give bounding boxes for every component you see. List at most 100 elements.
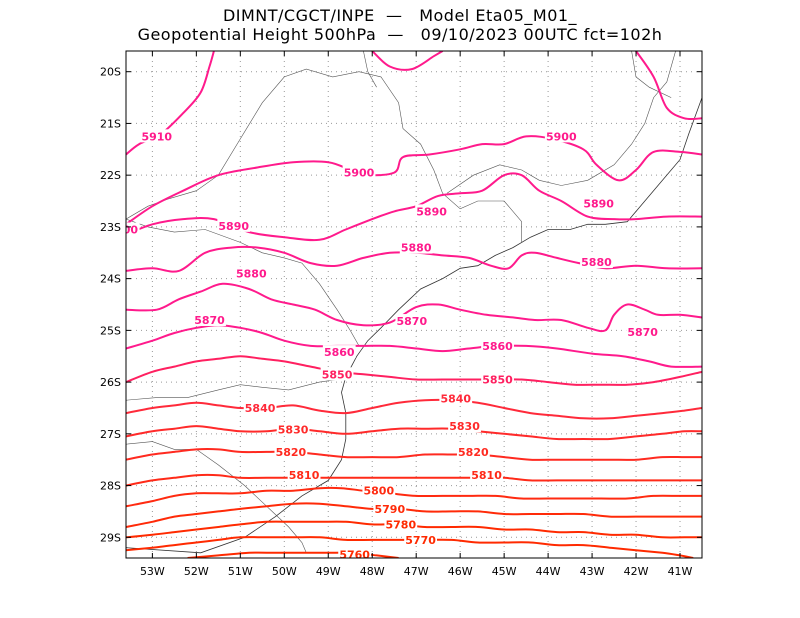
lon-label-42w: 42W	[624, 565, 649, 578]
contour-5900	[126, 135, 702, 226]
lat-label-24s: 24S	[100, 273, 121, 286]
contour-label-bg-5	[582, 196, 616, 210]
lat-label-28s: 28S	[100, 480, 121, 493]
contour-label-bg-8	[580, 255, 613, 269]
contour-5910c	[635, 51, 702, 121]
contour-label-bg-18	[276, 422, 310, 436]
contour-label-5780: 5780	[385, 518, 416, 531]
contour-label-5840: 5840	[440, 393, 471, 406]
lon-label-48w: 48W	[360, 565, 385, 578]
state-border-7	[363, 51, 377, 88]
lon-label-53w: 53W	[140, 565, 165, 578]
contour-layer	[126, 51, 702, 558]
contour-label-5900: 5900	[344, 167, 375, 180]
contour-label-bg-4	[415, 204, 448, 218]
lat-label-25s: 25S	[100, 324, 121, 337]
contour-label-5790: 5790	[375, 503, 406, 516]
lat-label-22s: 22S	[100, 169, 121, 182]
plot-frame	[125, 50, 703, 559]
contour-label-bg-0	[140, 129, 174, 143]
contour-label-bg-14	[320, 367, 354, 381]
axis-labels: 53W 52W 51W 50W 49W 48W 47W 46W 45W 44W 43W 42W 41W 2…	[100, 51, 702, 578]
lat-label-29s: 29S	[100, 531, 121, 544]
contour-label-bg-27	[404, 532, 437, 546]
contour-label-bg-10	[395, 314, 429, 328]
contour-label-00: 00	[123, 223, 139, 236]
state-border-1	[126, 68, 522, 243]
contour-label-5890: 5890	[218, 220, 249, 233]
contour-label-bg-25	[373, 501, 407, 515]
contour-label-5870: 5870	[194, 314, 225, 327]
state-border-3	[126, 379, 338, 401]
contour-label-bg-17	[439, 391, 473, 405]
contour-label-bg-29	[126, 222, 140, 236]
state-border-5	[446, 51, 676, 194]
contour-label-5870: 5870	[627, 326, 658, 339]
lat-label-27s: 27S	[100, 428, 121, 441]
contour-label-bg-7	[399, 240, 433, 254]
contour-label-5860: 5860	[482, 340, 513, 353]
lat-label-20s: 20S	[100, 66, 121, 79]
contour-5850	[126, 355, 702, 386]
contour-label-bg-1	[342, 165, 376, 179]
contour-label-5760: 5760	[339, 548, 370, 561]
map-title-line-2: Geopotential Height 500hPa — 09/10/2023 …	[137, 25, 663, 44]
contour-label-5840: 5840	[245, 402, 276, 415]
contour-label-bg-20	[274, 444, 308, 458]
contour-label-5910: 5910	[141, 130, 172, 143]
contour-label-bg-22	[287, 468, 321, 482]
contour-label-bg-6	[234, 266, 268, 280]
contour-label-5880: 5880	[236, 267, 267, 280]
map-title-line-1: DIMNT/CGCT/INPE — Model Eta05_M01_	[222, 6, 578, 25]
contour-5910	[126, 51, 215, 156]
lon-label-51w: 51W	[228, 565, 253, 578]
lon-label-45w: 45W	[492, 565, 517, 578]
contour-label-5830: 5830	[278, 424, 309, 437]
contour-5810	[126, 473, 702, 487]
contour-label-5890: 5890	[416, 205, 447, 218]
lon-label-52w: 52W	[184, 565, 209, 578]
contour-label-bg-28	[338, 547, 372, 558]
contour-5820	[126, 448, 702, 461]
contour-5860	[126, 324, 702, 368]
contour-label-bg-21	[456, 444, 490, 458]
contour-label-5870: 5870	[396, 315, 427, 328]
contour-label-5850: 5850	[322, 368, 353, 381]
contour-label-5900: 5900	[546, 130, 577, 143]
contour-label-5890: 5890	[583, 198, 614, 211]
contour-label-5860: 5860	[324, 346, 355, 359]
contour-5840	[126, 398, 702, 420]
contour-label-5820: 5820	[458, 446, 489, 459]
contour-label-bg-12	[322, 345, 356, 359]
lat-label-23s: 23S	[100, 221, 121, 234]
contour-label-5880: 5880	[581, 256, 612, 269]
contour-label-5830: 5830	[449, 420, 480, 433]
state-border-2	[126, 218, 360, 347]
contour-label-layer: 5910 5900 5900 5890 5890 5890 5880 5880 5880 5870…	[123, 129, 660, 561]
lon-label-50w: 50W	[272, 565, 297, 578]
contour-5800	[126, 486, 702, 508]
lon-label-41w: 41W	[668, 565, 693, 578]
contour-label-5810: 5810	[289, 469, 320, 482]
contour-label-5800: 5800	[364, 485, 395, 498]
contour-label-bg-16	[243, 400, 277, 414]
contour-label-bg-11	[626, 324, 660, 338]
contour-5830	[126, 425, 702, 441]
contour-label-bg-3	[217, 218, 251, 232]
contour-5870	[126, 282, 702, 333]
contour-5910b	[371, 51, 444, 71]
contour-label-bg-23	[470, 468, 503, 482]
contour-label-bg-2	[544, 129, 578, 143]
lon-label-47w: 47W	[404, 565, 429, 578]
contour-label-bg-26	[384, 517, 418, 531]
lon-label-49w: 49W	[316, 565, 341, 578]
contour-5790	[126, 502, 702, 528]
lat-label-21s: 21S	[100, 117, 121, 130]
contour-label-5820: 5820	[276, 446, 307, 459]
contour-label-5810: 5810	[471, 469, 502, 482]
contour-5890	[126, 172, 702, 242]
lat-label-26s: 26S	[100, 376, 121, 389]
contour-label-bg-9	[193, 313, 226, 327]
lon-label-46w: 46W	[448, 565, 473, 578]
